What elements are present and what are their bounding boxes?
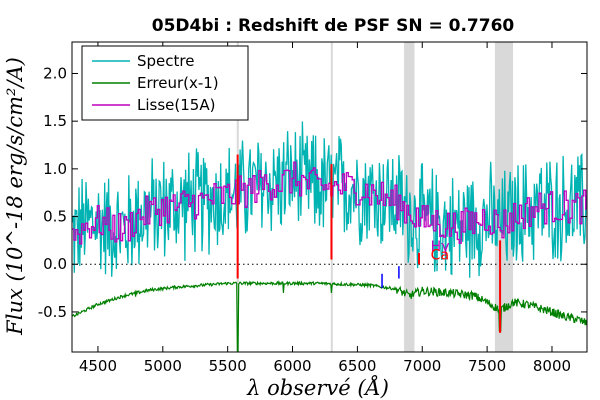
line-label: Hγ [431, 239, 450, 255]
y-tick-label: 0.0 [43, 255, 67, 273]
x-tick-label: 4500 [79, 357, 117, 375]
x-axis-label: λ observé (Å) [246, 375, 389, 400]
plot-frame [71, 41, 588, 353]
x-tick-label: 6000 [273, 357, 311, 375]
series-lisse [72, 161, 587, 245]
y-axis-label: Flux (10^-18 erg/s/cm²/A) [3, 57, 27, 336]
legend-label: Lisse(15A) [137, 96, 215, 114]
x-tick-label: 7500 [468, 357, 506, 375]
legend: Spectre Erreur(x-1) Lisse(15A) [81, 45, 249, 121]
y-tick-label: 1.0 [43, 160, 67, 178]
x-tick-label: 5500 [209, 357, 247, 375]
chart-title: 05D4bi : Redshift de PSF SN = 0.7760 [152, 16, 515, 36]
axis-ticks: 4500 5000 5500 6000 6500 7000 7500 8000 -0.5 0.0 0… [38, 42, 587, 375]
y-tick-label: 0.5 [43, 208, 67, 226]
x-tick-label: 7000 [403, 357, 441, 375]
y-tick-label: 1.5 [43, 112, 67, 130]
x-tick-label: 6500 [338, 357, 376, 375]
series-erreur [72, 280, 587, 352]
y-tick-label: 2.0 [43, 64, 67, 82]
x-tick-label: 8000 [533, 357, 571, 375]
axes-frame [71, 41, 588, 353]
x-tick-label: 5000 [144, 357, 182, 375]
y-tick-label: -0.5 [38, 303, 67, 321]
legend-label: Erreur(x-1) [137, 74, 219, 92]
line-label: Ca [431, 247, 449, 263]
legend-label: Spectre [137, 52, 194, 70]
